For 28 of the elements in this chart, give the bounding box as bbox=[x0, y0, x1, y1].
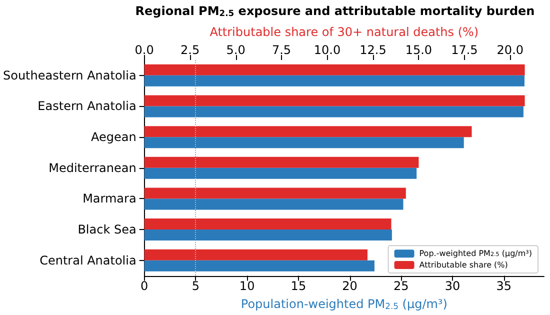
y-tick-label: Aegean bbox=[90, 130, 136, 144]
x-tick-label: 35 bbox=[496, 278, 512, 293]
y-tick-label: Central Anatolia bbox=[40, 253, 136, 268]
x-tick-label: 10 bbox=[239, 278, 255, 293]
y-tick-label: Eastern Anatolia bbox=[38, 99, 136, 114]
x-tick-label: 30 bbox=[444, 278, 460, 293]
x2-tick-label: 12.5 bbox=[360, 43, 386, 57]
x-tick-label: 25 bbox=[394, 278, 409, 293]
y-tick-label: Marmara bbox=[82, 192, 136, 206]
x2-axis-title: Attributable share of 30+ natural deaths (%) bbox=[210, 25, 479, 39]
x-tick-label: 15 bbox=[290, 278, 306, 293]
y-tick-label: Southeastern Anatolia bbox=[2, 68, 136, 82]
legend-label: Attributable share (%) bbox=[419, 260, 508, 270]
x2-tick-label: 2.5 bbox=[180, 43, 200, 57]
x2-tick-label: 7.5 bbox=[272, 43, 292, 57]
x2-tick-label: 20.0 bbox=[496, 43, 524, 57]
x2-tick-label: 15.0 bbox=[405, 43, 432, 57]
x2-tick-label: 17.5 bbox=[451, 43, 478, 57]
y-tick-label: Black Sea bbox=[78, 222, 136, 237]
x-tick-label: 0 bbox=[140, 278, 148, 293]
chart-title: Regional PM2.5 exposure and attributable mortality burden bbox=[135, 4, 535, 18]
x-tick-label: 20 bbox=[342, 278, 358, 293]
y-tick-label: Mediterranean bbox=[48, 160, 136, 175]
x2-tick-label: 10.0 bbox=[314, 43, 341, 57]
x-tick-label: 5 bbox=[192, 278, 200, 293]
x-axis-title: Population-weighted PM2.5 (μg/m³) bbox=[240, 296, 448, 311]
x2-tick-label: 0.0 bbox=[134, 43, 154, 57]
x2-tick-label: 5.0 bbox=[226, 43, 246, 57]
